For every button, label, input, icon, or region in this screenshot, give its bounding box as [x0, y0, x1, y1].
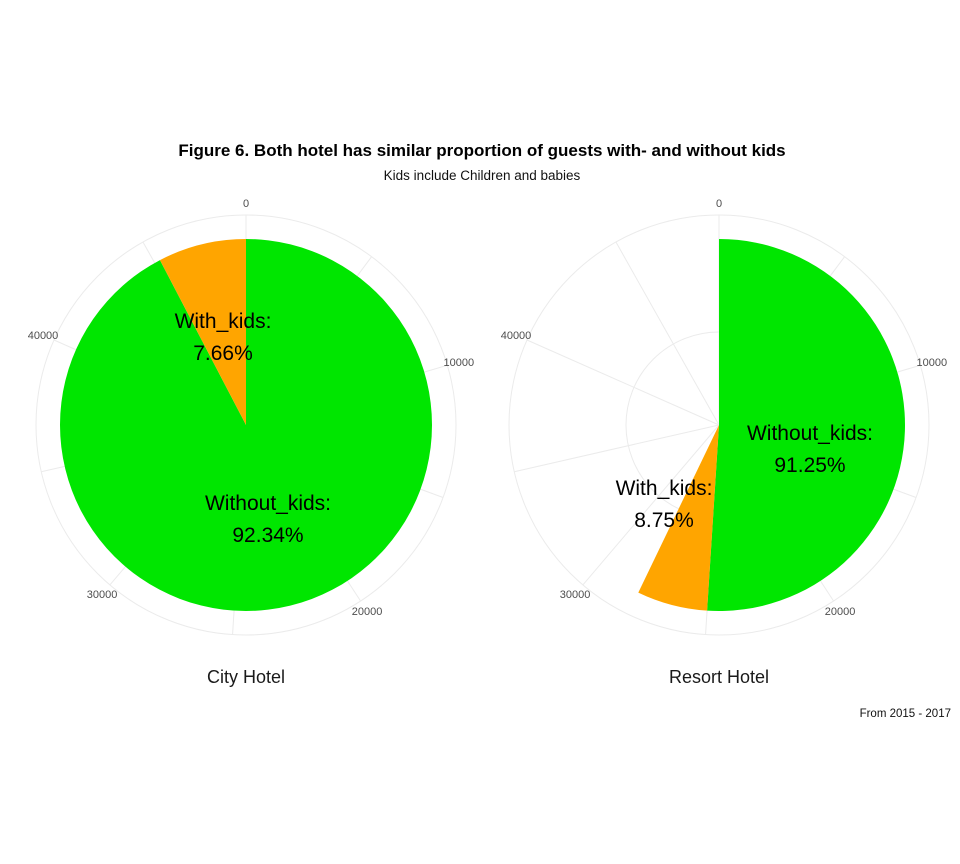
theta-tick-label: 10000: [917, 357, 948, 369]
grid-spoke-minor: [514, 424, 720, 473]
slice-label-name: With_kids:: [616, 477, 713, 500]
pie-panels: 0 10000 20000 30000 40000 With_kids: 7.66% With…: [28, 198, 947, 687]
theta-tick-label: 30000: [87, 589, 118, 601]
slice-label-percent: 92.34%: [232, 524, 303, 547]
slice-label-percent: 91.25%: [774, 454, 845, 477]
theta-tick-label: 10000: [444, 357, 475, 369]
pie-panel-0: 0 10000 20000 30000 40000 With_kids: 7.66% With…: [28, 198, 474, 687]
theta-tick-label: 0: [243, 198, 249, 210]
chart-subtitle: Kids include Children and babies: [384, 168, 581, 183]
slice-label-name: Without_kids:: [205, 492, 331, 515]
theta-tick-label: 20000: [825, 606, 856, 618]
pie-slice-without-kids: [707, 239, 905, 611]
theta-tick-label: 40000: [28, 330, 59, 342]
chart-caption: From 2015 - 2017: [860, 708, 951, 720]
theta-tick-label: 30000: [560, 589, 591, 601]
pie-slice-with-kids: [638, 425, 719, 611]
slice-label-name: Without_kids:: [747, 422, 873, 445]
slice-label-percent: 7.66%: [193, 342, 253, 365]
grid-spoke-minor: [615, 241, 720, 426]
chart-title: Figure 6. Both hotel has similar proport…: [178, 141, 785, 160]
panel-label: City Hotel: [207, 667, 285, 687]
slice-label-name: With_kids:: [175, 310, 272, 333]
pie-panel-1: 0 10000 20000 30000 40000 With_kids: 8.75% With…: [501, 198, 947, 687]
theta-tick-label: 20000: [352, 606, 383, 618]
theta-tick-label: 40000: [501, 330, 532, 342]
pie-slice-with-kids: [159, 239, 246, 425]
slice-label-percent: 8.75%: [634, 509, 694, 532]
grid-spoke: [526, 339, 720, 426]
panel-label: Resort Hotel: [669, 667, 769, 687]
grid-spoke: [582, 424, 720, 586]
theta-tick-label: 0: [716, 198, 722, 210]
